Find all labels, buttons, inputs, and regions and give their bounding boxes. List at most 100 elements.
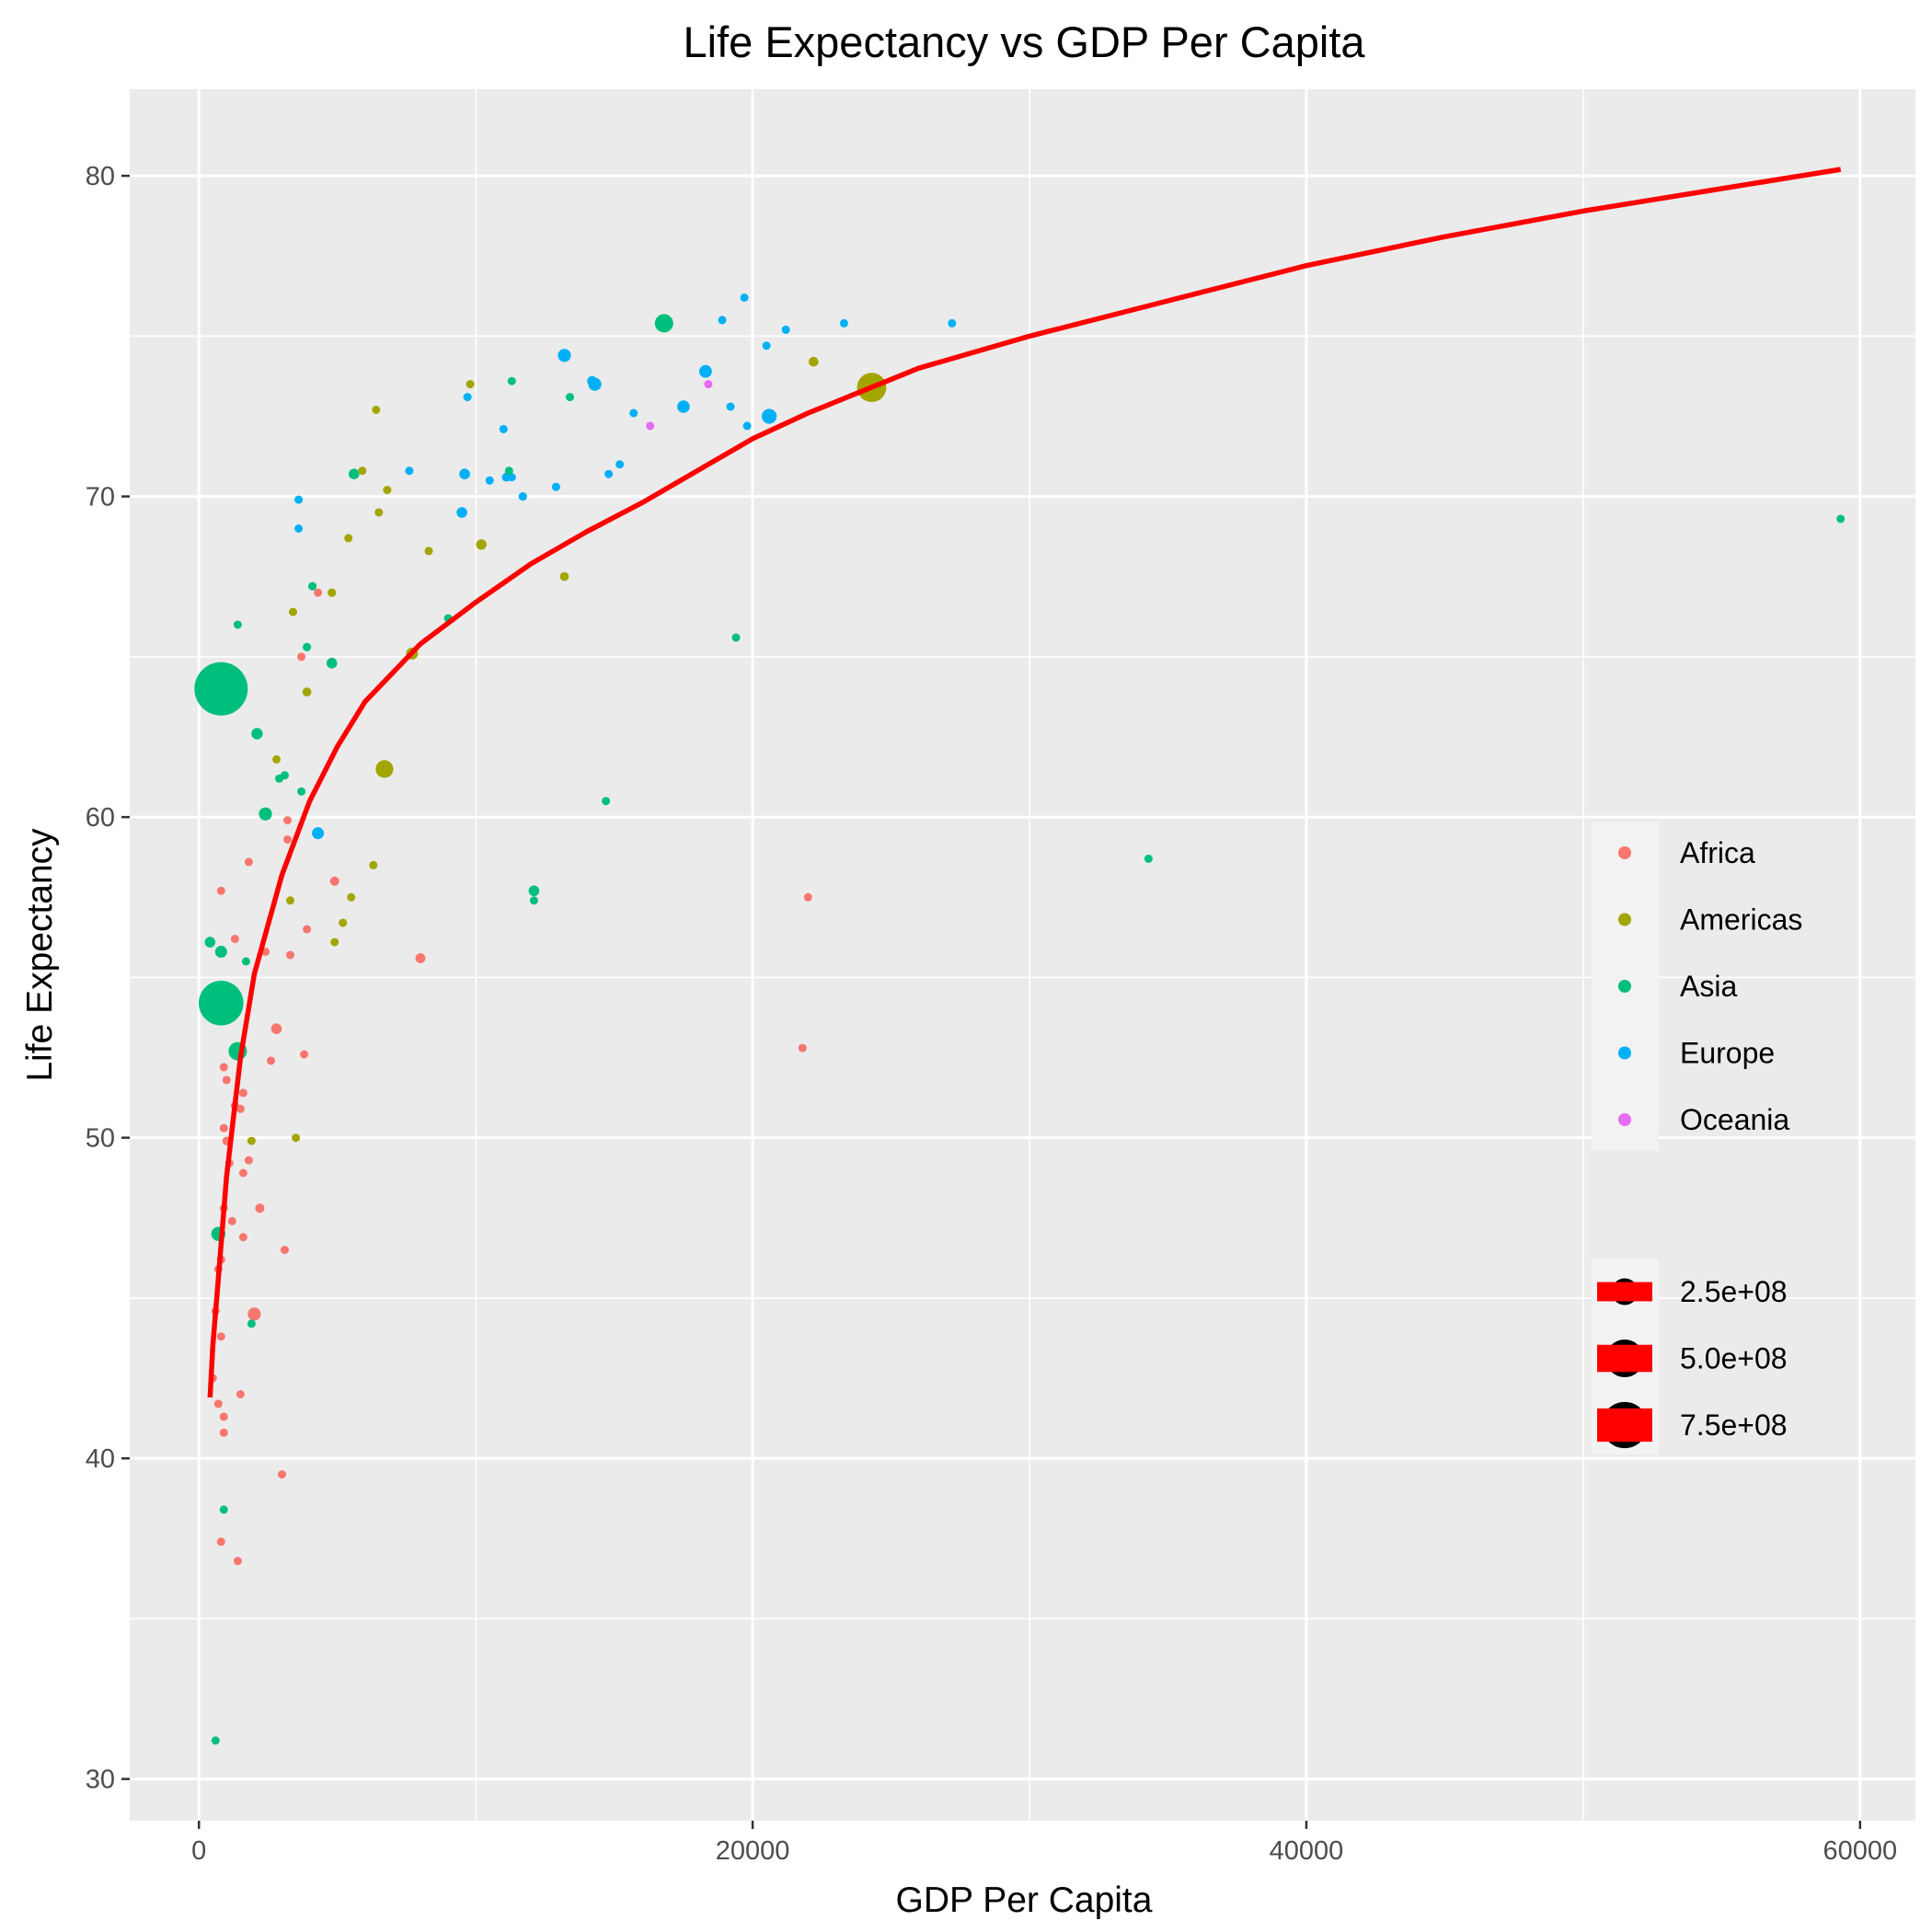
data-point-asia [349, 468, 360, 479]
data-point-asia [219, 1505, 228, 1514]
data-point-asia [194, 661, 248, 716]
data-point-asia [1144, 854, 1153, 863]
data-point-africa [238, 1233, 247, 1242]
data-point-americas [375, 760, 394, 778]
data-point-asia [251, 728, 263, 740]
data-point-europe [742, 421, 752, 431]
data-point-americas [372, 406, 381, 414]
legend-label-asia: Asia [1680, 970, 1737, 1003]
data-point-americas [302, 687, 312, 697]
data-point-asia [1836, 514, 1846, 523]
data-point-americas [369, 860, 378, 869]
legend-label-oceania: Oceania [1680, 1103, 1789, 1136]
legend-size-line-key [1597, 1344, 1652, 1373]
data-point-africa [219, 1428, 228, 1437]
data-point-europe [485, 476, 494, 485]
data-point-africa [236, 1390, 245, 1398]
data-point-americas [330, 937, 339, 947]
data-point-europe [615, 460, 625, 469]
y-tick-label: 50 [86, 1124, 115, 1154]
data-point-africa [283, 835, 292, 844]
data-point-africa [286, 950, 294, 960]
data-point-europe [518, 492, 527, 501]
data-point-asia [303, 642, 312, 652]
data-point-africa [230, 935, 239, 944]
data-point-asia [566, 393, 574, 402]
data-point-africa [247, 1307, 261, 1321]
data-point-asia [507, 376, 516, 385]
chart-title: Life Expectancy vs GDP Per Capita [683, 17, 1365, 66]
legend-size-line-key [1597, 1408, 1652, 1443]
legend-size-label: 2.5e+08 [1680, 1275, 1788, 1308]
data-point-africa [798, 1043, 807, 1052]
data-point-americas [272, 754, 281, 764]
data-point-oceania [646, 421, 655, 431]
x-tick-label: 20000 [716, 1836, 790, 1866]
data-point-asia [204, 937, 216, 948]
data-point-americas [809, 356, 819, 367]
data-point-europe [726, 402, 735, 411]
data-point-europe [551, 482, 560, 491]
data-point-africa [244, 857, 253, 867]
data-point-africa [281, 1246, 289, 1255]
data-point-africa [233, 1557, 242, 1566]
x-tick-label: 60000 [1823, 1836, 1897, 1866]
data-point-europe [587, 375, 597, 386]
data-point-africa [219, 1123, 228, 1133]
data-point-americas [383, 486, 392, 495]
legend-size-line-key [1597, 1282, 1652, 1302]
legend-key-africa [1618, 846, 1631, 859]
data-point-europe [499, 424, 508, 433]
data-point-africa [270, 1023, 282, 1034]
data-point-asia [308, 581, 317, 591]
data-point-asia [199, 981, 244, 1026]
data-point-asia [529, 896, 538, 905]
data-point-africa [222, 1075, 231, 1085]
data-points [194, 293, 1846, 1745]
data-point-europe [456, 507, 467, 518]
data-point-europe [459, 468, 470, 479]
legend-label-americas: Americas [1680, 903, 1802, 937]
data-point-americas [424, 546, 433, 556]
data-point-americas [358, 466, 367, 476]
data-point-americas [247, 1136, 256, 1145]
x-tick-label: 40000 [1270, 1836, 1344, 1866]
data-point-americas [328, 588, 337, 597]
data-point-asia [259, 807, 272, 821]
data-point-asia [247, 1319, 256, 1328]
data-point-asia [654, 314, 673, 333]
data-point-asia [528, 885, 540, 897]
data-point-africa [803, 892, 812, 902]
data-point-europe [839, 318, 848, 328]
legend-key-americas [1618, 913, 1631, 926]
data-point-europe [948, 318, 957, 328]
data-point-africa [300, 1050, 309, 1059]
trend-line [207, 167, 1842, 1398]
y-tick-label: 60 [86, 803, 115, 833]
data-point-americas [344, 534, 353, 543]
y-tick-label: 70 [86, 483, 115, 512]
y-axis-ticks: 30 40 50 60 70 80 [86, 162, 130, 1795]
data-point-europe [294, 495, 304, 504]
data-point-africa [216, 1332, 225, 1341]
legend-key-europe [1618, 1046, 1631, 1060]
data-point-africa [238, 1088, 247, 1098]
data-point-asia [326, 658, 338, 669]
legend-label-europe: Europe [1680, 1037, 1775, 1070]
data-point-europe [677, 400, 690, 413]
data-point-americas [476, 539, 487, 550]
legend-continent: Africa Americas Asia Europe Oceania [1592, 822, 1802, 1151]
x-axis-title: GDP Per Capita [896, 1880, 1153, 1920]
data-point-europe [405, 466, 414, 476]
data-point-asia [275, 774, 283, 783]
data-point-africa [415, 953, 426, 963]
x-axis-ticks: 0 20000 40000 60000 [191, 1821, 1897, 1866]
data-point-europe [294, 524, 304, 533]
y-tick-label: 40 [86, 1444, 115, 1474]
data-point-africa [238, 1168, 247, 1178]
data-point-africa [267, 1056, 275, 1065]
data-point-europe [507, 473, 516, 482]
legend-key-asia [1618, 980, 1631, 993]
data-point-asia [211, 1736, 220, 1745]
